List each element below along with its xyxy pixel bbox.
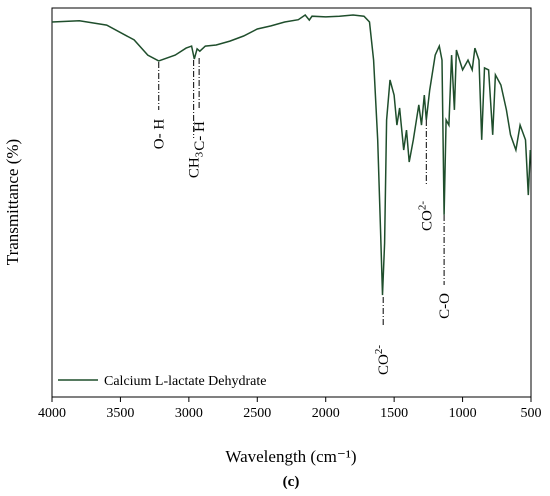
- annotation-subscript: 3: [194, 151, 206, 157]
- annotation-text: C-O: [437, 293, 453, 319]
- x-tick-label: 4000: [38, 406, 66, 421]
- annotation-label: C- H: [192, 121, 208, 151]
- annotation-superscript: 2-: [373, 345, 385, 355]
- annotation-label: CO2-: [373, 345, 392, 375]
- annotation-label: C-O: [437, 293, 453, 319]
- annotation-text: CO: [376, 354, 392, 375]
- x-tick-label: 3000: [175, 406, 203, 421]
- legend-label: Calcium L-lactate Dehydrate: [104, 374, 266, 389]
- x-axis-label: Wavelength (cm⁻¹): [225, 447, 356, 466]
- x-tick-label: 2000: [312, 406, 340, 421]
- annotation-superscript: 2-: [416, 201, 428, 211]
- annotation-label: CH3: [187, 151, 206, 178]
- annotation-text: O- H: [152, 119, 168, 150]
- x-tick-label: 500: [521, 406, 542, 421]
- x-tick-label: 1500: [380, 406, 408, 421]
- x-tick-label: 1000: [449, 406, 477, 421]
- annotation-text: C- H: [192, 121, 208, 151]
- x-tick-label: 3500: [106, 406, 134, 421]
- y-axis-label: Transmittance (%): [3, 139, 22, 265]
- plot-frame: [51, 7, 532, 398]
- annotation-text: CO: [419, 210, 435, 231]
- annotation-text: CH: [187, 157, 203, 178]
- x-tick-label: 2500: [243, 406, 271, 421]
- annotation-label: O- H: [152, 119, 168, 150]
- caption: (c): [283, 474, 300, 490]
- spectrum-line: [51, 13, 532, 296]
- annotation-label: CO2-: [416, 201, 435, 231]
